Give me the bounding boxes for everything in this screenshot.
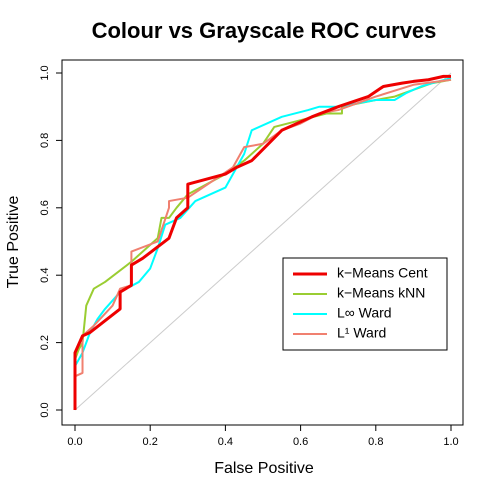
legend-label: k−Means kNN [337,285,425,301]
y-tick-label: 0.8 [39,133,51,148]
legend-label: k−Means Cent [337,265,428,281]
y-tick-label: 1.0 [39,65,51,80]
diagonal [74,72,452,411]
y-tick-label: 0.6 [39,200,51,215]
x-tick-label: 0.4 [218,436,233,448]
y-tick-label: 0.2 [39,335,51,350]
plot-box [61,59,464,426]
y-axis-label: True Positive [5,196,22,289]
x-tick-label: 0.6 [293,436,308,448]
x-tick-label: 1.0 [443,436,458,448]
roc-line [74,77,452,367]
legend-label: L¹ Ward [337,325,386,341]
legend-label: L∞ Ward [337,305,392,321]
y-tick-label: 0.4 [39,268,51,283]
y-tick-label: 0.0 [39,402,51,417]
x-tick-label: 0.2 [143,436,158,448]
x-tick-label: 0.8 [368,436,383,448]
roc-line [73,74,451,410]
x-tick-label: 0.0 [67,436,82,448]
x-axis-label: False Positive [214,460,314,477]
chart-title: Colour vs Grayscale ROC curves [92,18,437,43]
